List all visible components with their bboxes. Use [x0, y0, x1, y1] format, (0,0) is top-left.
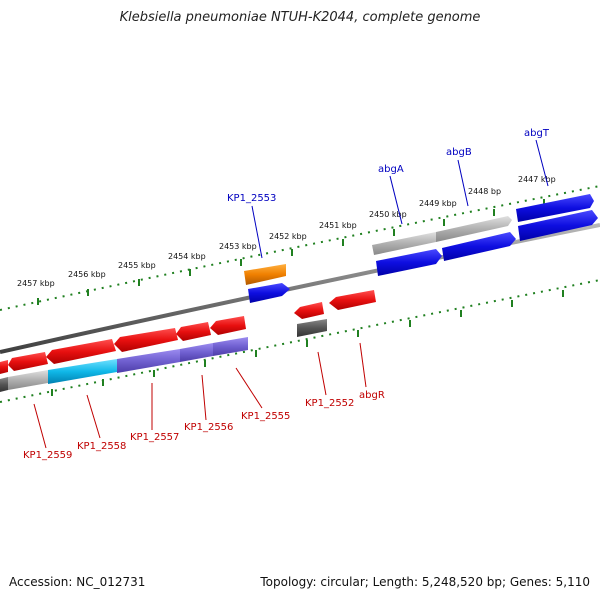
gene-arrow[interactable]: [0, 360, 8, 374]
gene-arrow[interactable]: [329, 290, 376, 310]
genome-summary: Topology: circular; Length: 5,248,520 bp…: [260, 575, 590, 589]
gene-label-kp1-2552[interactable]: KP1_2552: [305, 398, 354, 409]
gene-arrow[interactable]: [436, 216, 512, 242]
gene-block[interactable]: [213, 337, 248, 356]
gene-arrow[interactable]: [294, 302, 324, 319]
scale-label: 2449 kbp: [419, 199, 457, 208]
gene-arrow[interactable]: [516, 194, 594, 222]
scale-labels: 2457 kbp 2456 kbp 2455 kbp 2454 kbp 2453…: [17, 175, 556, 288]
gene-label-abga[interactable]: abgA: [378, 164, 404, 175]
genome-title: Klebsiella pneumoniae NTUH-K2044, comple…: [119, 10, 481, 25]
gene-label-kp1-2555[interactable]: KP1_2555: [241, 411, 290, 422]
gene-label-kp1-2556[interactable]: KP1_2556: [184, 422, 233, 433]
gene-arrow[interactable]: [8, 352, 48, 371]
inner-major-ticks: [51, 290, 564, 396]
gene-label-kp1-2553[interactable]: KP1_2553: [227, 193, 276, 204]
forward-genes-outer: [244, 194, 594, 285]
gene-block[interactable]: [8, 370, 48, 390]
gene-arrow[interactable]: [176, 322, 211, 341]
scale-label: 2450 kbp: [369, 210, 407, 219]
gene-arrow[interactable]: [518, 210, 598, 241]
gene-arrow[interactable]: [376, 249, 442, 276]
gene-arrow[interactable]: [210, 316, 246, 335]
scale-label: 2453 kbp: [219, 242, 257, 251]
gene-label-kp1-2558[interactable]: KP1_2558: [77, 441, 126, 452]
scale-label: 2457 kbp: [17, 279, 55, 288]
forward-gene-labels: KP1_2553 abgA abgB abgT: [227, 128, 550, 204]
scale-label: 2456 kbp: [68, 270, 106, 279]
gene-label-abgb[interactable]: abgB: [446, 147, 472, 158]
reverse-genes-inner: [0, 319, 327, 392]
reverse-label-leaders: [33, 342, 367, 449]
gene-label-abgr[interactable]: abgR: [359, 390, 385, 401]
scale-label: 2452 kbp: [269, 232, 307, 241]
scale-label: 2448 bp: [468, 187, 501, 196]
gene-block[interactable]: [297, 319, 327, 337]
gene-block[interactable]: [48, 359, 117, 384]
gene-arrow[interactable]: [372, 232, 440, 255]
gene-block[interactable]: [180, 343, 213, 362]
gene-block[interactable]: [0, 377, 8, 392]
accession-label: Accession: NC_012731: [9, 575, 146, 589]
forward-genes-inner: [248, 210, 598, 303]
gene-arrow[interactable]: [46, 339, 116, 364]
outer-scale-line: [0, 185, 600, 311]
gene-label-abgt[interactable]: abgT: [524, 128, 550, 139]
reverse-genes-outer: [0, 290, 376, 374]
gene-label-kp1-2557[interactable]: KP1_2557: [130, 432, 179, 443]
reverse-gene-labels: KP1_2559 KP1_2558 KP1_2557 KP1_2556 KP1_…: [23, 390, 385, 461]
gene-arrow[interactable]: [244, 264, 286, 285]
inner-scale-line: [0, 279, 600, 403]
scale-label: 2451 kbp: [319, 221, 357, 230]
gene-arrow[interactable]: [114, 328, 178, 352]
forward-label-leaders: [251, 139, 549, 259]
scale-label: 2454 kbp: [168, 252, 206, 261]
scale-label: 2455 kbp: [118, 261, 156, 270]
gene-arrow[interactable]: [442, 232, 516, 261]
scale-label: 2447 kbp: [518, 175, 556, 184]
gene-label-kp1-2559[interactable]: KP1_2559: [23, 450, 72, 461]
gene-block[interactable]: [117, 349, 180, 373]
gene-arrow[interactable]: [248, 283, 290, 303]
genome-backbone: [0, 223, 600, 354]
